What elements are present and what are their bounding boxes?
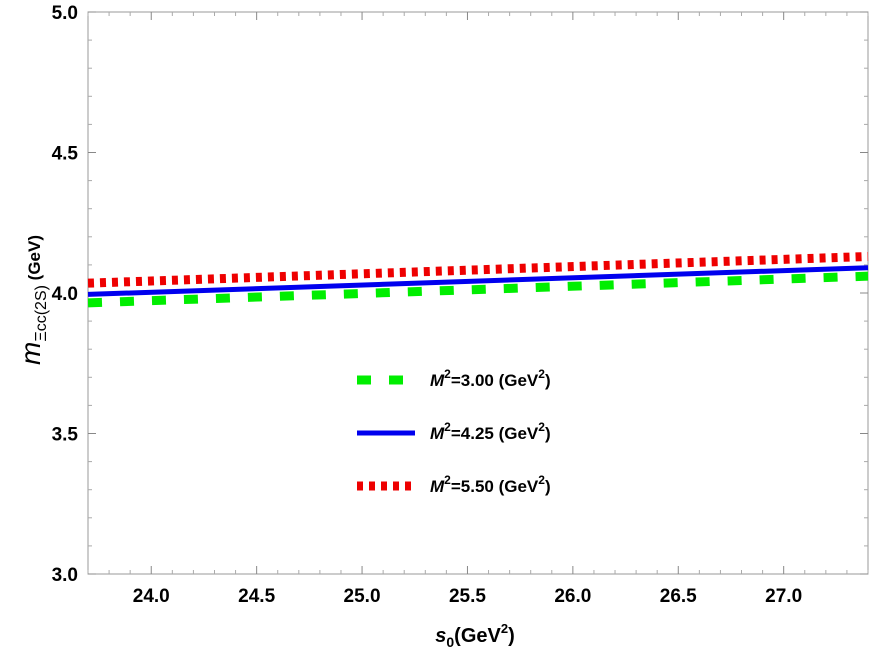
y-tick-label: 4.5	[52, 144, 79, 165]
legend: M2=3.00 (GeV2) M2=4.25 (GeV2) M2=5.50 (GeV…	[357, 367, 551, 496]
x-tick-labels: 24.0 24.5 25.0 25.5 26.0 26.5 27.0	[133, 586, 802, 607]
y-tick-label: 3.0	[52, 565, 78, 586]
y-tick-labels: 3.0 3.5 4.0 4.5 5.0	[52, 3, 79, 586]
series-layer	[87, 251, 869, 308]
series-line-1	[87, 271, 869, 308]
legend-label-2: M2=4.25 (GeV2)	[430, 420, 551, 443]
legend-label-1: M2=3.00 (GeV2)	[430, 367, 551, 390]
axis-ticks	[87, 11, 869, 575]
x-tick-label: 25.0	[344, 586, 381, 607]
series-line-3	[87, 251, 869, 288]
series-line-2	[87, 265, 869, 297]
y-axis-title: mΞcc(2S) (GeV)	[15, 235, 50, 365]
x-tick-label: 24.5	[238, 586, 275, 607]
x-tick-label: 26.5	[660, 586, 697, 607]
y-tick-label: 3.5	[52, 425, 79, 446]
y-tick-label: 4.0	[52, 284, 78, 305]
x-tick-label: 26.0	[554, 586, 591, 607]
y-tick-label: 5.0	[52, 3, 78, 24]
legend-label-3: M2=5.50 (GeV2)	[430, 473, 551, 496]
x-tick-label: 24.0	[133, 586, 170, 607]
x-tick-label: 25.5	[449, 586, 486, 607]
x-tick-label: 27.0	[765, 586, 802, 607]
x-axis-title: s0(GeV2)	[435, 621, 515, 650]
